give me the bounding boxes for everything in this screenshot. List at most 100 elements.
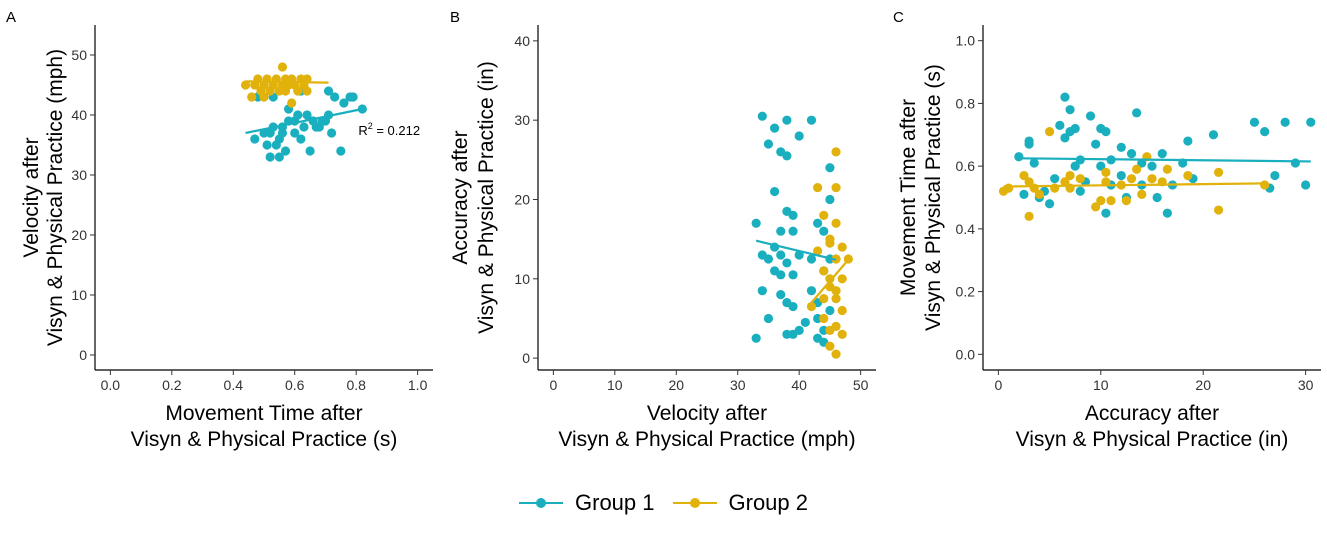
y-tick-label: 0.6: [956, 158, 976, 174]
data-point: [1270, 170, 1280, 181]
data-point: [782, 115, 792, 125]
y-tick-label: 20: [71, 227, 87, 243]
data-point: [1019, 189, 1029, 199]
data-point: [265, 152, 275, 162]
data-point: [1091, 202, 1101, 212]
data-point: [806, 254, 817, 264]
x-tick-label: 30: [1298, 377, 1314, 393]
y-tick-label: 0: [79, 347, 87, 363]
y-tick-label: 50: [71, 47, 87, 63]
legend: Group 1 Group 2: [0, 490, 1327, 516]
y-axis-title: Accuracy after: [449, 130, 472, 264]
data-point: [1050, 174, 1060, 184]
data-point: [1162, 164, 1172, 174]
trend-line-group-1: [755, 239, 837, 261]
y-tick-label: 0.2: [956, 284, 976, 300]
data-point: [806, 286, 817, 296]
panel-c: C 0 10 20 30 0.0 0.2 0.4 0.6 0.8 1.0 Accuracy after…: [893, 9, 1321, 451]
x-axis-title: Accuracy after: [1085, 402, 1219, 425]
data-point: [831, 218, 841, 228]
data-point: [302, 110, 312, 120]
data-point: [763, 139, 774, 149]
y-axis-title: Velocity after: [20, 137, 43, 257]
data-point: [1019, 170, 1029, 181]
data-point: [296, 134, 306, 144]
data-point: [825, 163, 835, 173]
data-point: [1065, 170, 1075, 181]
y-axis-title: Visyn & Physical Practice (mph): [44, 49, 67, 346]
x-tick-label: 40: [791, 377, 807, 393]
x-tick-label: 50: [853, 377, 869, 393]
data-point: [788, 301, 798, 312]
data-point: [1249, 117, 1260, 127]
data-point: [305, 146, 315, 156]
x-tick-label: 20: [1195, 377, 1211, 393]
data-point: [1075, 174, 1085, 184]
data-point: [837, 329, 847, 339]
y-tick-label: 1.0: [956, 33, 976, 49]
series-group-1: [1014, 92, 1316, 218]
data-point: [1075, 186, 1085, 196]
x-axis-title: Visyn & Physical Practice (mph): [558, 428, 855, 451]
data-point: [327, 128, 337, 138]
y-tick-label: 40: [514, 33, 530, 49]
data-point: [290, 128, 300, 138]
data-point: [280, 146, 291, 156]
y-tick-label: 0: [522, 350, 530, 366]
x-tick-label: 30: [730, 377, 746, 393]
data-point: [1162, 208, 1172, 218]
data-point: [800, 317, 810, 328]
data-point: [831, 321, 841, 331]
y-axis-title: Visyn & Physical Practice (in): [475, 61, 498, 334]
data-point: [247, 92, 257, 102]
trend-line-group-2: [810, 259, 850, 304]
data-point: [1183, 136, 1193, 146]
data-point: [1070, 123, 1080, 134]
data-point: [1024, 136, 1034, 146]
data-point: [1060, 133, 1070, 143]
data-point: [1070, 161, 1080, 171]
data-point: [1208, 130, 1219, 140]
data-point: [776, 250, 786, 260]
data-point: [348, 92, 358, 102]
x-tick-label: 1.0: [408, 377, 428, 393]
y-tick-label: 20: [514, 191, 530, 207]
series-group-2: [806, 147, 853, 359]
data-point: [782, 151, 792, 161]
x-tick-label: 0.6: [285, 377, 305, 393]
data-point: [831, 349, 841, 359]
data-point: [1101, 127, 1111, 137]
data-point: [240, 80, 251, 90]
data-point: [1044, 127, 1055, 137]
x-tick-label: 10: [1093, 377, 1109, 393]
y-tick-label: 10: [71, 287, 87, 303]
data-point: [339, 98, 349, 108]
data-point: [1101, 177, 1111, 187]
data-point: [336, 146, 346, 156]
data-point: [819, 313, 829, 324]
legend-key-group-1: [519, 493, 563, 513]
panel-b: B 0 10 20 30 40 50 0 10 20 30 40 Velocity after Visyn…: [449, 9, 876, 451]
data-point: [757, 286, 767, 296]
data-point: [259, 92, 269, 102]
data-point: [837, 305, 847, 316]
data-point: [1060, 177, 1070, 187]
data-point: [1101, 167, 1111, 178]
trend-line-group-2: [1003, 182, 1265, 188]
trend-line-group-1: [245, 107, 363, 135]
data-point: [1055, 120, 1065, 130]
series-group-2: [240, 62, 312, 108]
data-point: [831, 182, 841, 193]
data-point: [1280, 117, 1290, 127]
data-point: [1096, 196, 1106, 206]
data-point: [813, 246, 823, 256]
data-point: [819, 210, 829, 220]
series-group-1: [751, 111, 835, 347]
data-point: [1306, 117, 1316, 127]
data-point: [763, 254, 774, 264]
data-point: [299, 122, 309, 132]
x-tick-label: 0.2: [162, 377, 182, 393]
data-point: [1024, 211, 1034, 221]
data-point: [1213, 167, 1224, 178]
data-point: [1116, 142, 1126, 152]
